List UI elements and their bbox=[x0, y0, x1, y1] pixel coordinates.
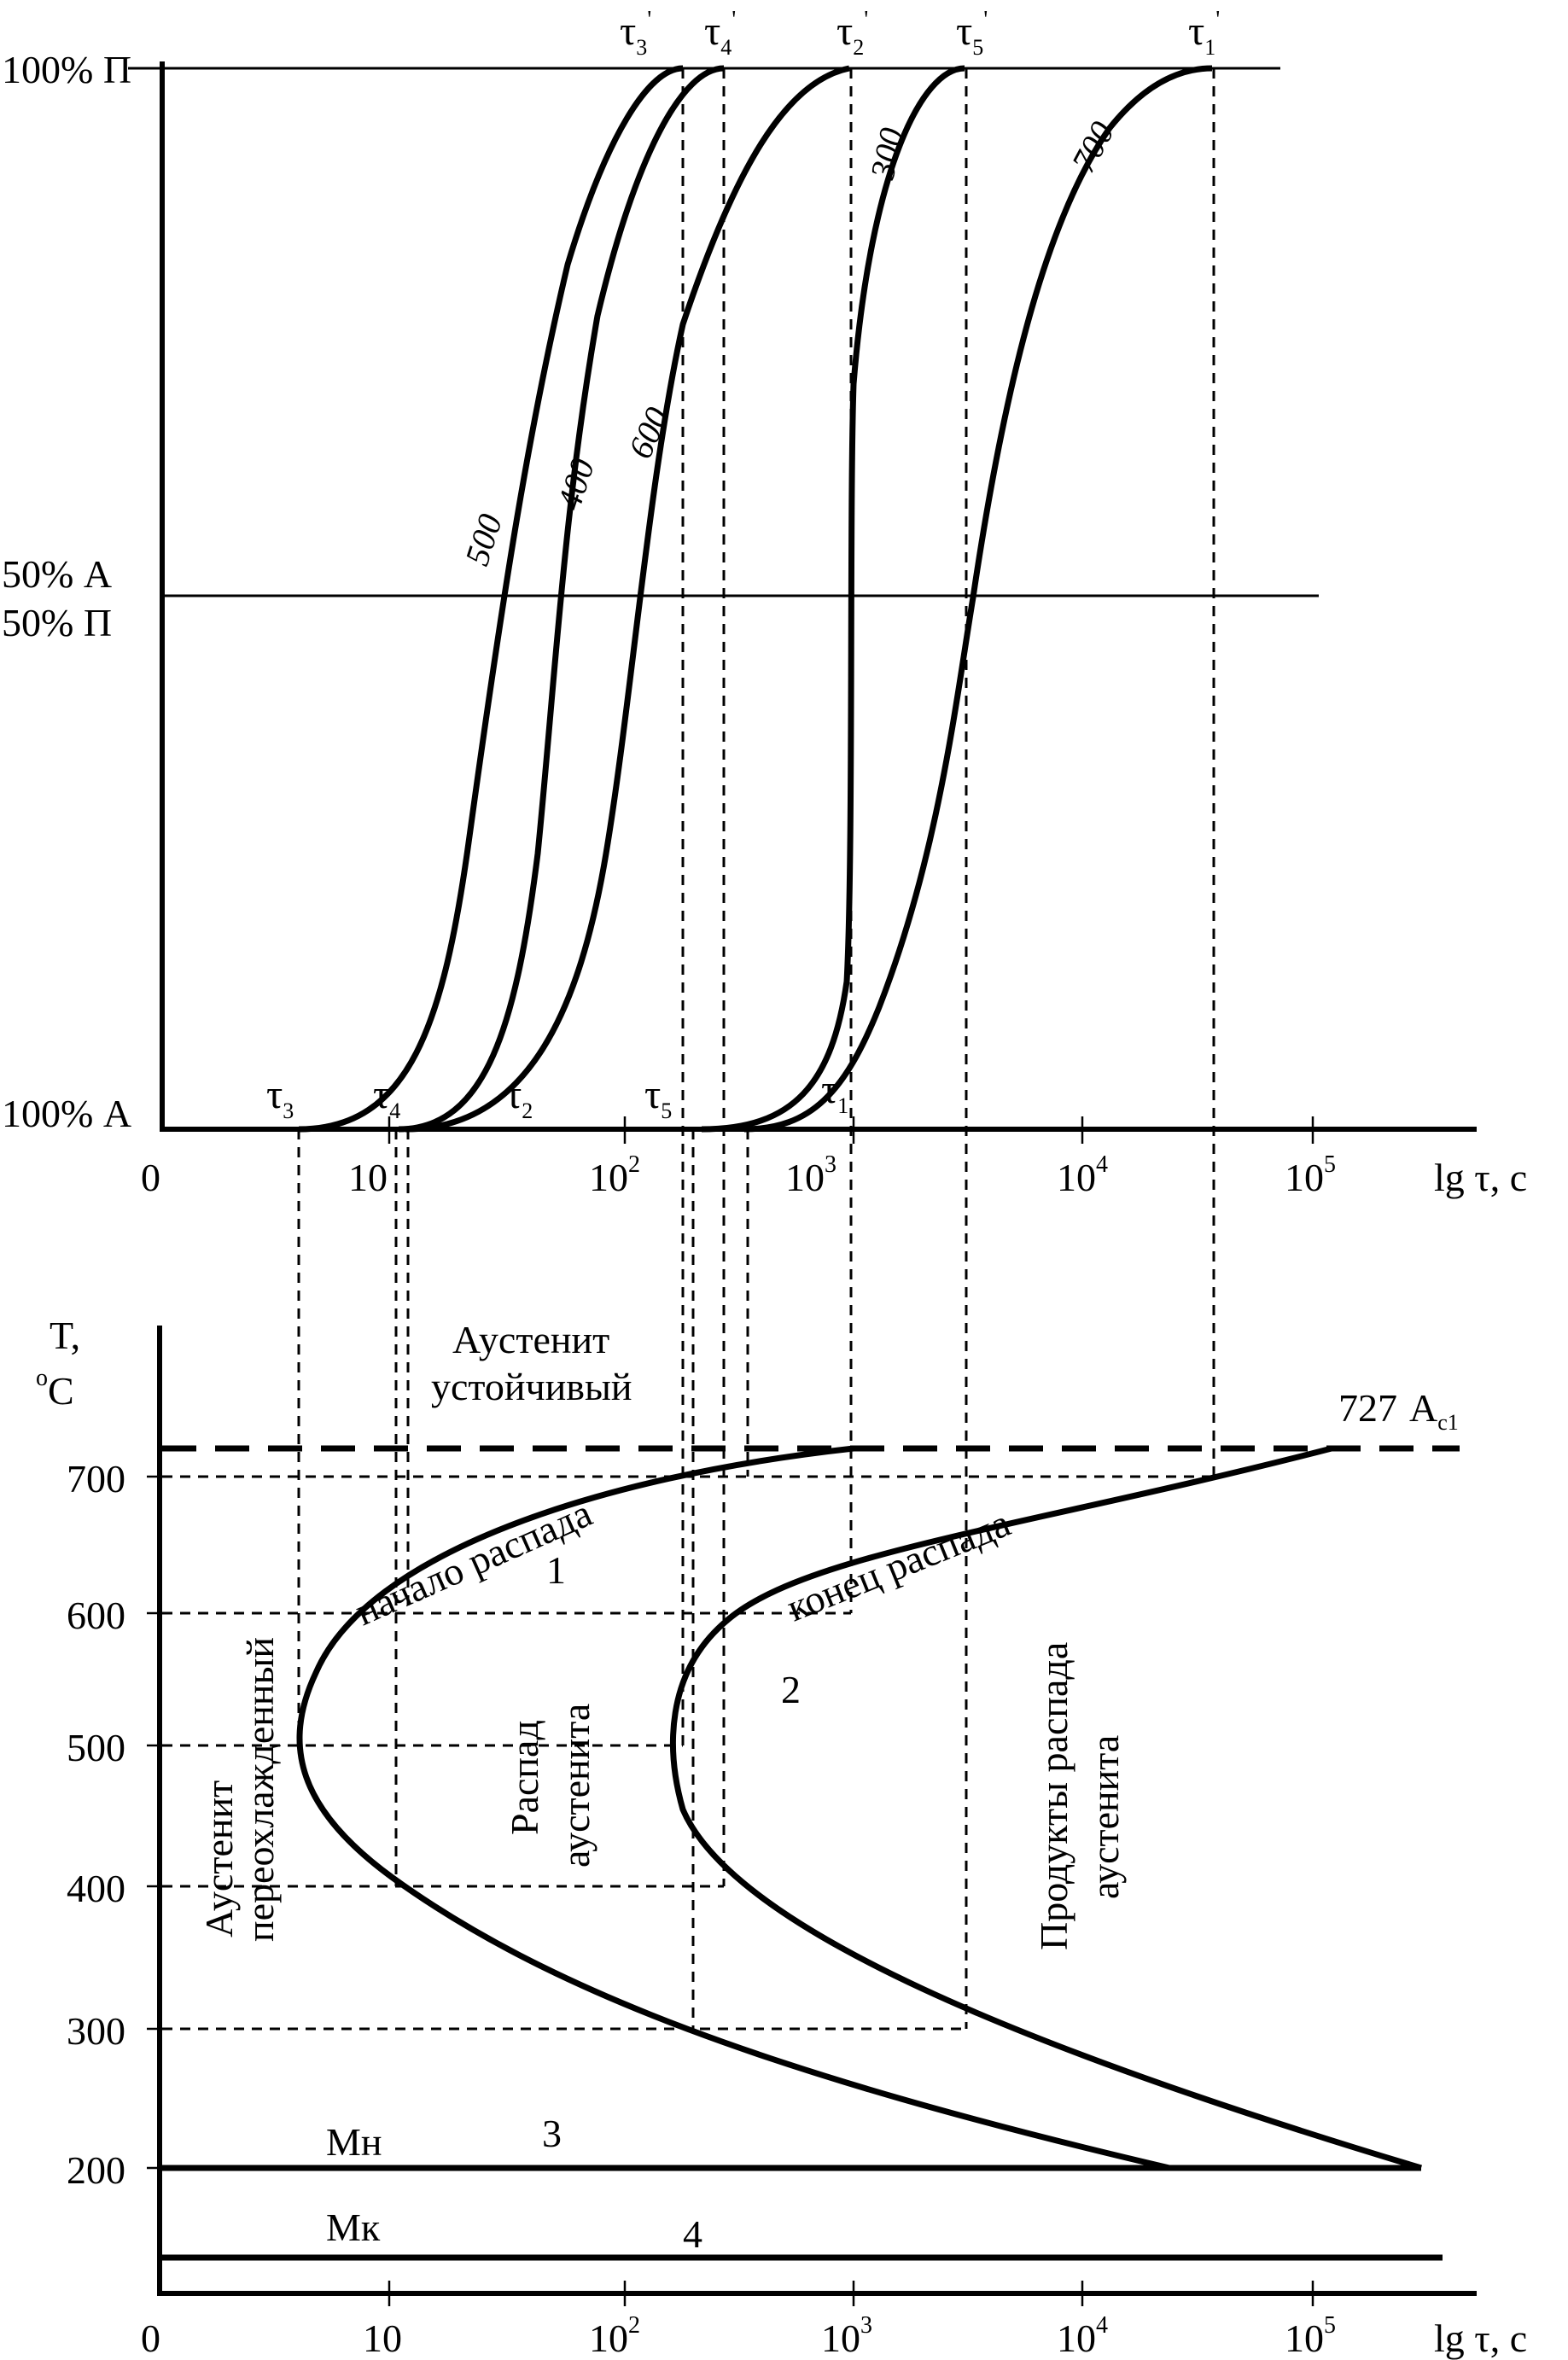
start-tau-labels: τ3 τ4 τ2 τ5 τ1 bbox=[266, 1067, 848, 1123]
y-label-600: 600 bbox=[67, 1594, 125, 1637]
mk-label: Мк bbox=[326, 2206, 381, 2249]
y-label-400: 400 bbox=[67, 1867, 125, 1910]
tau-4-start: τ4 bbox=[373, 1072, 400, 1123]
y-axis-unit: oC bbox=[36, 1365, 74, 1413]
region-stable-line2: устойчивый bbox=[431, 1365, 632, 1408]
curve-700 bbox=[743, 65, 1213, 1133]
c-curve-start bbox=[296, 1445, 1170, 2171]
region-decay-line1: Распад bbox=[503, 1720, 546, 1835]
region-products-line2: аустенита bbox=[1083, 1735, 1127, 1899]
y-axis-title: T, bbox=[50, 1314, 80, 1357]
c-curve-end bbox=[670, 1445, 1423, 2171]
end-tau-labels: τ3' τ4' τ2' τ5' τ1' bbox=[620, 7, 1220, 60]
label-100-pearlite: 100% П bbox=[2, 48, 131, 91]
label-50-austenite: 50% А bbox=[2, 552, 112, 596]
label-50-pearlite: 50% П bbox=[2, 601, 112, 644]
a1-label: 727 Ac1 bbox=[1338, 1386, 1459, 1435]
bottom-x-axis-title: lg τ, с bbox=[1434, 2316, 1527, 2360]
tau-1-start: τ1 bbox=[821, 1067, 848, 1118]
tau-3-start: τ3 bbox=[266, 1072, 294, 1123]
kinetic-panel: 100% П 50% А 50% П 100% А 0 10 102 103 1… bbox=[2, 7, 1527, 1199]
bottom-x-ticks bbox=[388, 2281, 1314, 2306]
y-label-500: 500 bbox=[67, 1726, 125, 1769]
region-supercooled-line2: переохлажденный bbox=[238, 1637, 282, 1942]
ttt-panel: T, oC 700 600 500 400 300 200 727 Ac1 Мн bbox=[36, 1314, 1527, 2360]
top-x-label-1e5: 105 bbox=[1285, 1151, 1336, 1199]
bottom-x-label-1e4: 104 bbox=[1057, 2312, 1108, 2360]
tau-1-end: τ1' bbox=[1188, 7, 1220, 60]
y-label-700: 700 bbox=[67, 1457, 125, 1500]
tau-3-end: τ3' bbox=[620, 7, 651, 60]
top-x-label-1e3: 103 bbox=[785, 1151, 836, 1199]
region-decay-line2: аустенита bbox=[554, 1704, 597, 1868]
curve-number-1: 1 bbox=[546, 1548, 566, 1592]
bottom-x-label-1e3: 103 bbox=[821, 2312, 872, 2360]
bottom-x-label-10: 10 bbox=[363, 2316, 402, 2360]
bottom-x-label-1e2: 102 bbox=[589, 2312, 640, 2360]
curve-number-2: 2 bbox=[781, 1668, 801, 1711]
bottom-y-tick-labels: 700 600 500 400 300 200 bbox=[67, 1457, 125, 2192]
curve-400 bbox=[398, 65, 725, 1133]
region-stable-line1: Аустенит bbox=[452, 1318, 609, 1361]
curve-600 bbox=[405, 65, 850, 1133]
curve-300 bbox=[701, 65, 965, 1133]
curve-label-300: 300 bbox=[863, 125, 912, 184]
top-x-tick-labels: 0 10 102 103 104 105 lg τ, с bbox=[141, 1151, 1527, 1199]
tau-5-start: τ5 bbox=[644, 1072, 672, 1123]
kinetic-curves bbox=[298, 65, 1213, 1133]
curve-number-3: 3 bbox=[542, 2112, 562, 2155]
curve-500 bbox=[298, 65, 684, 1133]
mn-label: Мн bbox=[326, 2120, 382, 2164]
bottom-y-ticks bbox=[147, 1475, 172, 2170]
y-label-300: 300 bbox=[67, 2009, 125, 2053]
top-x-axis-title: lg τ, с bbox=[1434, 1156, 1527, 1199]
region-products-line1: Продукты распада bbox=[1032, 1642, 1075, 1950]
curve-number-4: 4 bbox=[683, 2212, 702, 2256]
top-x-label-1e2: 102 bbox=[589, 1151, 640, 1199]
top-x-label-10: 10 bbox=[348, 1156, 388, 1199]
top-x-label-0: 0 bbox=[141, 1156, 160, 1199]
label-100-austenite: 100% А bbox=[2, 1092, 131, 1135]
region-supercooled-line1: Аустенит bbox=[197, 1780, 241, 1938]
tau-4-end: τ4' bbox=[704, 7, 736, 60]
top-x-ticks bbox=[388, 1116, 1314, 1144]
tau-2-start: τ2 bbox=[505, 1072, 533, 1123]
label-end-transformation: конец распада bbox=[781, 1500, 1017, 1629]
bottom-x-label-0: 0 bbox=[141, 2316, 160, 2360]
top-x-label-1e4: 104 bbox=[1057, 1151, 1108, 1199]
y-label-200: 200 bbox=[67, 2148, 125, 2192]
tau-2-end: τ2' bbox=[836, 7, 868, 60]
tau-5-end: τ5' bbox=[956, 7, 988, 60]
bottom-x-tick-labels: 0 10 102 103 104 105 lg τ, с bbox=[141, 2312, 1527, 2360]
curve-label-400: 400 bbox=[550, 454, 602, 515]
curve-label-500: 500 bbox=[458, 510, 510, 570]
bottom-x-label-1e5: 105 bbox=[1285, 2312, 1336, 2360]
